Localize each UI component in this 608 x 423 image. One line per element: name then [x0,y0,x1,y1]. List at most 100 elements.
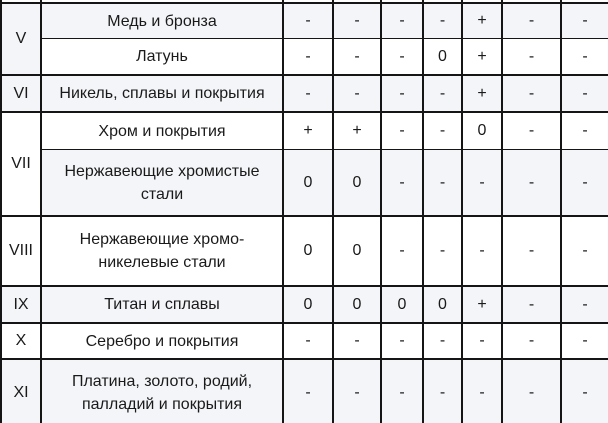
material-name-line: Платина, золото, родий, [71,373,253,390]
material-cell: Платина, золото, родий, палладий и покры… [40,358,284,423]
table-row: IX Титан и сплавы 0 0 0 0 + - - [0,285,608,324]
material-name-line: Нержавеющие хромистые [64,162,260,180]
value-cell: + [461,285,503,324]
group-label-viii: VIII [0,215,42,287]
value-cell: - [501,38,562,76]
material-name-line: Медь и бронза [107,12,217,30]
value-cell: - [422,74,463,113]
value-cell: - [380,111,424,150]
table-row: XI Платина, золото, родий, палладий и по… [0,358,608,423]
value-cell: - [282,38,334,76]
material-name-line: стали [140,185,184,203]
value-cell: - [332,2,382,39]
group-label-vii: VII [0,111,42,217]
value-cell: - [380,215,424,287]
material-cell: Нержавеющие хромистые стали [40,149,284,217]
value-cell: - [332,322,382,360]
table-row: V Медь и бронза - - - - + - - [0,2,608,76]
group-label-xi: XI [0,358,42,423]
value-cell: - [461,358,503,423]
table-row: Латунь - - - 0 + - - [1,38,608,76]
value-cell: - [282,322,334,360]
material-cell: Титан и сплавы [40,285,284,324]
material-cell: Никель, сплавы и покрытия [40,74,284,113]
cut-cell [461,0,503,4]
value-cell: - [380,74,424,113]
material-cell: Серебро и покрытия [40,322,284,360]
material-name-line: Нержавеющие хромо- [79,231,245,248]
cut-off-row [0,0,608,4]
material-name-line: палладий и покрытия [81,396,243,413]
material-name-line: Латунь [136,48,188,65]
value-cell: + [332,111,382,150]
value-cell: 0 [332,149,382,217]
value-cell: - [461,149,503,217]
value-cell: + [461,74,503,113]
group-label-vi: VI [0,74,42,113]
value-cell: - [560,149,608,217]
value-cell: - [332,358,382,423]
material-name-line: Серебро и покрытия [85,332,239,350]
material-cell: Нержавеющие хромо- никелевые стали [40,215,284,287]
value-cell: - [422,149,463,217]
material-cell: Хром и покрытия [40,111,284,150]
value-cell: - [501,111,562,150]
group-label-v: V [0,2,42,76]
material-name-line: никелевые стали [98,254,226,271]
cut-cell [0,0,42,4]
material-name-line: Хром и покрытия [98,122,226,140]
value-cell: - [282,74,334,113]
value-cell: - [560,74,608,113]
material-cell: Латунь [40,38,284,76]
value-cell: - [560,358,608,423]
value-cell: - [380,322,424,360]
cut-cell [40,0,284,4]
value-cell: - [380,358,424,423]
value-cell: 0 [422,38,463,76]
value-cell: + [461,2,503,39]
table-row: Нержавеющие хромистые стали 0 0 - - - - … [1,149,608,217]
cut-cell [422,0,463,4]
value-cell: - [501,358,562,423]
group-label-x: X [0,322,42,360]
cut-cell [501,0,562,4]
material-name-line: Никель, сплавы и покрытия [59,85,265,102]
value-cell: - [422,358,463,423]
value-cell: 0 [332,215,382,287]
value-cell: 0 [380,285,424,324]
value-cell: - [332,74,382,113]
value-cell: - [501,149,562,217]
material-cell: Медь и бронза [40,2,284,39]
cut-cell [380,0,424,4]
value-cell: - [422,111,463,150]
value-cell: + [461,38,503,76]
value-cell: + [282,111,334,150]
value-cell: - [332,38,382,76]
table-row: VIII Нержавеющие хромо- никелевые стали … [0,215,608,287]
value-cell: - [560,2,608,39]
value-cell: - [461,215,503,287]
table-row: X Серебро и покрытия - - - - - - - [0,322,608,360]
value-cell: - [560,215,608,287]
cut-cell [332,0,382,4]
value-cell: - [380,2,424,39]
material-name-line: Титан и сплавы [104,296,220,313]
value-cell: - [422,2,463,39]
value-cell: - [501,322,562,360]
value-cell: - [501,2,562,39]
value-cell: - [501,215,562,287]
value-cell: - [461,322,503,360]
value-cell: - [380,38,424,76]
value-cell: 0 [422,285,463,324]
value-cell: - [501,285,562,324]
value-cell: 0 [332,285,382,324]
value-cell: - [501,74,562,113]
value-cell: - [560,285,608,324]
group-label-ix: IX [0,285,42,324]
value-cell: - [560,38,608,76]
value-cell: - [560,111,608,150]
table-row: VII Хром и покрытия + + - - 0 - - [0,111,608,217]
value-cell: 0 [282,149,334,217]
